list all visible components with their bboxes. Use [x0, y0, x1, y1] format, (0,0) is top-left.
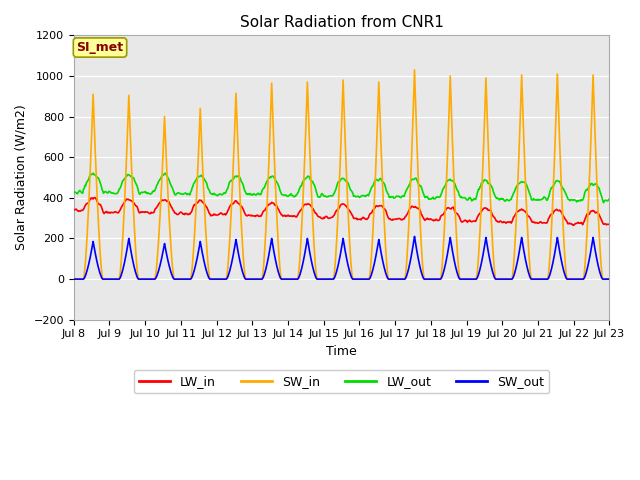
LW_out: [79, 187, 87, 192]
LW_in: [218, 211, 226, 216]
LW_in: [570, 222, 577, 228]
LW_in: [407, 205, 415, 211]
LW_in: [189, 203, 197, 209]
LW_out: [407, 178, 415, 183]
SW_out: [79, 276, 87, 282]
SW_in: [79, 276, 87, 282]
SW_out: [422, 276, 430, 282]
LW_in: [422, 216, 430, 222]
SW_in: [422, 276, 430, 282]
LW_out: [600, 200, 607, 205]
SW_out: [217, 276, 225, 282]
X-axis label: Time: Time: [326, 345, 357, 358]
LW_out: [218, 192, 226, 198]
SW_out: [605, 276, 612, 282]
Line: LW_in: LW_in: [74, 198, 609, 225]
SW_in: [605, 276, 612, 282]
LW_in: [91, 195, 99, 201]
SW_out: [406, 259, 414, 265]
LW_in: [136, 210, 143, 216]
LW_out: [605, 196, 612, 202]
SW_out: [134, 276, 142, 282]
SW_in: [189, 257, 196, 263]
SW_in: [406, 193, 414, 199]
LW_in: [79, 206, 87, 212]
Legend: LW_in, SW_in, LW_out, SW_out: LW_in, SW_in, LW_out, SW_out: [134, 370, 550, 393]
LW_out: [422, 194, 430, 200]
Line: LW_out: LW_out: [74, 173, 609, 203]
SW_in: [411, 67, 419, 73]
SW_out: [411, 234, 419, 240]
Line: SW_in: SW_in: [74, 70, 609, 279]
LW_in: [70, 206, 77, 212]
LW_out: [70, 190, 77, 195]
SW_in: [70, 276, 77, 282]
Line: SW_out: SW_out: [74, 237, 609, 279]
SW_in: [134, 276, 142, 282]
Title: Solar Radiation from CNR1: Solar Radiation from CNR1: [239, 15, 444, 30]
Y-axis label: Solar Radiation (W/m2): Solar Radiation (W/m2): [15, 105, 28, 251]
SW_in: [217, 276, 225, 282]
LW_out: [136, 191, 143, 197]
LW_in: [605, 221, 612, 227]
LW_out: [189, 181, 197, 187]
Text: SI_met: SI_met: [76, 41, 124, 54]
SW_out: [70, 276, 77, 282]
SW_out: [189, 272, 196, 278]
LW_out: [90, 170, 97, 176]
